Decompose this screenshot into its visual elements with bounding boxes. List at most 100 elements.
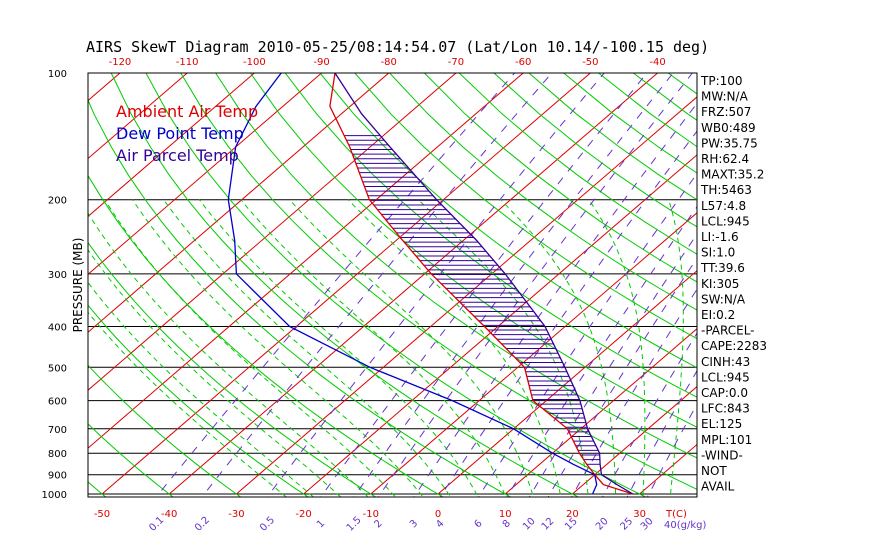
mixing-ratio-line <box>528 233 697 497</box>
mixing-ratio-line <box>646 403 697 497</box>
stat-line: TP:100 <box>700 74 743 88</box>
top-temp-tick-label: -50 <box>582 57 598 68</box>
mixing-ratio-line <box>155 73 515 497</box>
bottom-temp-tick-label: -40 <box>161 509 177 520</box>
stat-line: LCL:945 <box>701 214 750 228</box>
mixing-ratio-tick-label: 4 <box>434 518 446 530</box>
mixing-ratio-line <box>413 102 697 497</box>
grid-lines <box>0 73 870 503</box>
legend-entry: Dew Point Temp <box>116 124 244 143</box>
dry-adiabat-line <box>88 364 242 497</box>
stat-line: LI:-1.6 <box>701 230 739 244</box>
stat-line: SW:N/A <box>701 292 746 306</box>
mixing-ratio-line <box>201 73 553 497</box>
dry-adiabat-line <box>284 73 697 398</box>
moist-adiabat-line <box>104 199 397 497</box>
top-temp-tick-label: -110 <box>176 57 199 68</box>
stat-line: NOT <box>701 464 727 478</box>
stat-line: MPL:101 <box>701 433 752 447</box>
mixing-ratio-tick-label: 3 <box>408 518 420 530</box>
moist-adiabat-line <box>240 199 507 497</box>
stat-line: L57:4.8 <box>701 199 746 213</box>
dry-adiabat-line <box>354 73 697 340</box>
dry-adiabat-line <box>180 73 697 490</box>
mixing-ratio-line <box>439 130 697 497</box>
stat-line: CINH:43 <box>701 355 750 369</box>
mixing-ratio-tick-label: 0.5 <box>258 515 277 534</box>
mixing-ratio-tick-label: 12 <box>540 516 557 533</box>
mixing-ratio-line <box>353 73 674 497</box>
top-temp-tick-label: -90 <box>313 57 329 68</box>
moist-adiabat-line <box>588 199 646 497</box>
dry-adiabat-line <box>424 73 697 283</box>
pressure-tick-label: 1000 <box>42 490 67 501</box>
bottom-axis-unit: T(C) <box>665 509 687 520</box>
stat-line: EI:0.2 <box>701 308 735 322</box>
dew-point-line <box>227 73 598 495</box>
cape-hatch <box>344 135 601 465</box>
stat-line: -WIND- <box>701 448 743 462</box>
stat-line: SI:1.0 <box>701 246 735 260</box>
stat-line: KI:305 <box>701 277 739 291</box>
top-temp-tick-label: -70 <box>448 57 464 68</box>
dry-adiabat-line <box>110 73 580 497</box>
pressure-tick-label: 300 <box>48 270 67 281</box>
bottom-temp-tick-label: 10 <box>499 509 512 520</box>
top-temp-tick-label: -40 <box>649 57 665 68</box>
dry-adiabat-line <box>528 73 697 201</box>
moist-adiabat-line <box>88 212 369 497</box>
isotherm-line <box>504 327 697 495</box>
dry-adiabat-line <box>0 73 45 503</box>
series-layer <box>227 73 634 495</box>
pressure-tick-label: 200 <box>48 196 67 207</box>
mixing-ratio-tick-label: 6 <box>473 518 485 530</box>
isotherm-line <box>88 73 188 160</box>
stat-line: LFC:843 <box>701 402 750 416</box>
isotherm-line <box>370 212 697 495</box>
isotherm-line <box>88 73 390 333</box>
dry-adiabat-line <box>215 73 697 459</box>
pressure-tick-label: 700 <box>48 425 67 436</box>
bottom-temp-tick-label: 0 <box>435 509 441 520</box>
legend: Ambient Air Temp Dew Point Temp Air Parcel… <box>116 102 258 165</box>
stat-line: MAXT:35.2 <box>701 168 764 182</box>
stat-line: WB0:489 <box>701 121 756 135</box>
mixing-ratio-line <box>570 288 697 497</box>
dry-adiabat-line <box>88 304 310 497</box>
isotherm-line <box>88 73 255 218</box>
bottom-temp-tick-label: -20 <box>295 509 311 520</box>
bottom-temp-tick-label: -50 <box>94 509 110 520</box>
pressure-tick-label: 100 <box>48 69 67 80</box>
plot-frame <box>87 72 698 498</box>
parcel-temp-line <box>334 73 634 495</box>
moist-adiabat-line <box>88 281 315 497</box>
top-temp-tick-label: -100 <box>243 57 266 68</box>
pressure-tick-label: 900 <box>48 471 67 482</box>
stat-line: EL:125 <box>701 417 742 431</box>
moist-adiabat-line <box>347 199 562 497</box>
moist-adiabat-line <box>132 199 424 497</box>
isotherm-line <box>303 154 697 495</box>
chart-title: AIRS SkewT Diagram 2010-05-25/08:14:54.0… <box>86 38 709 56</box>
bottom-temp-tick-label: -30 <box>228 509 244 520</box>
isotherm-line <box>88 73 322 276</box>
moist-adiabat-line <box>289 199 534 497</box>
dry-adiabat-line <box>249 73 697 428</box>
mixing-ratio-line <box>601 332 697 497</box>
pressure-tick-label: 500 <box>48 363 67 374</box>
mixing-ratio-line <box>477 172 697 497</box>
dry-adiabat-line <box>319 73 697 369</box>
top-temp-tick-label: -80 <box>381 57 397 68</box>
stat-line: MW:N/A <box>701 90 749 104</box>
stat-line: TT:39.6 <box>700 261 745 275</box>
stat-line: AVAIL <box>701 480 735 494</box>
mixing-ratio-tick-label: 1.5 <box>345 515 364 534</box>
stat-line: RH:62.4 <box>701 152 749 166</box>
stat-line: LCL:945 <box>701 370 750 384</box>
dry-adiabat-line <box>667 73 697 95</box>
pressure-tick-label: 800 <box>48 449 67 460</box>
dry-adiabat-line <box>88 481 107 497</box>
isotherm-line <box>774 73 870 494</box>
